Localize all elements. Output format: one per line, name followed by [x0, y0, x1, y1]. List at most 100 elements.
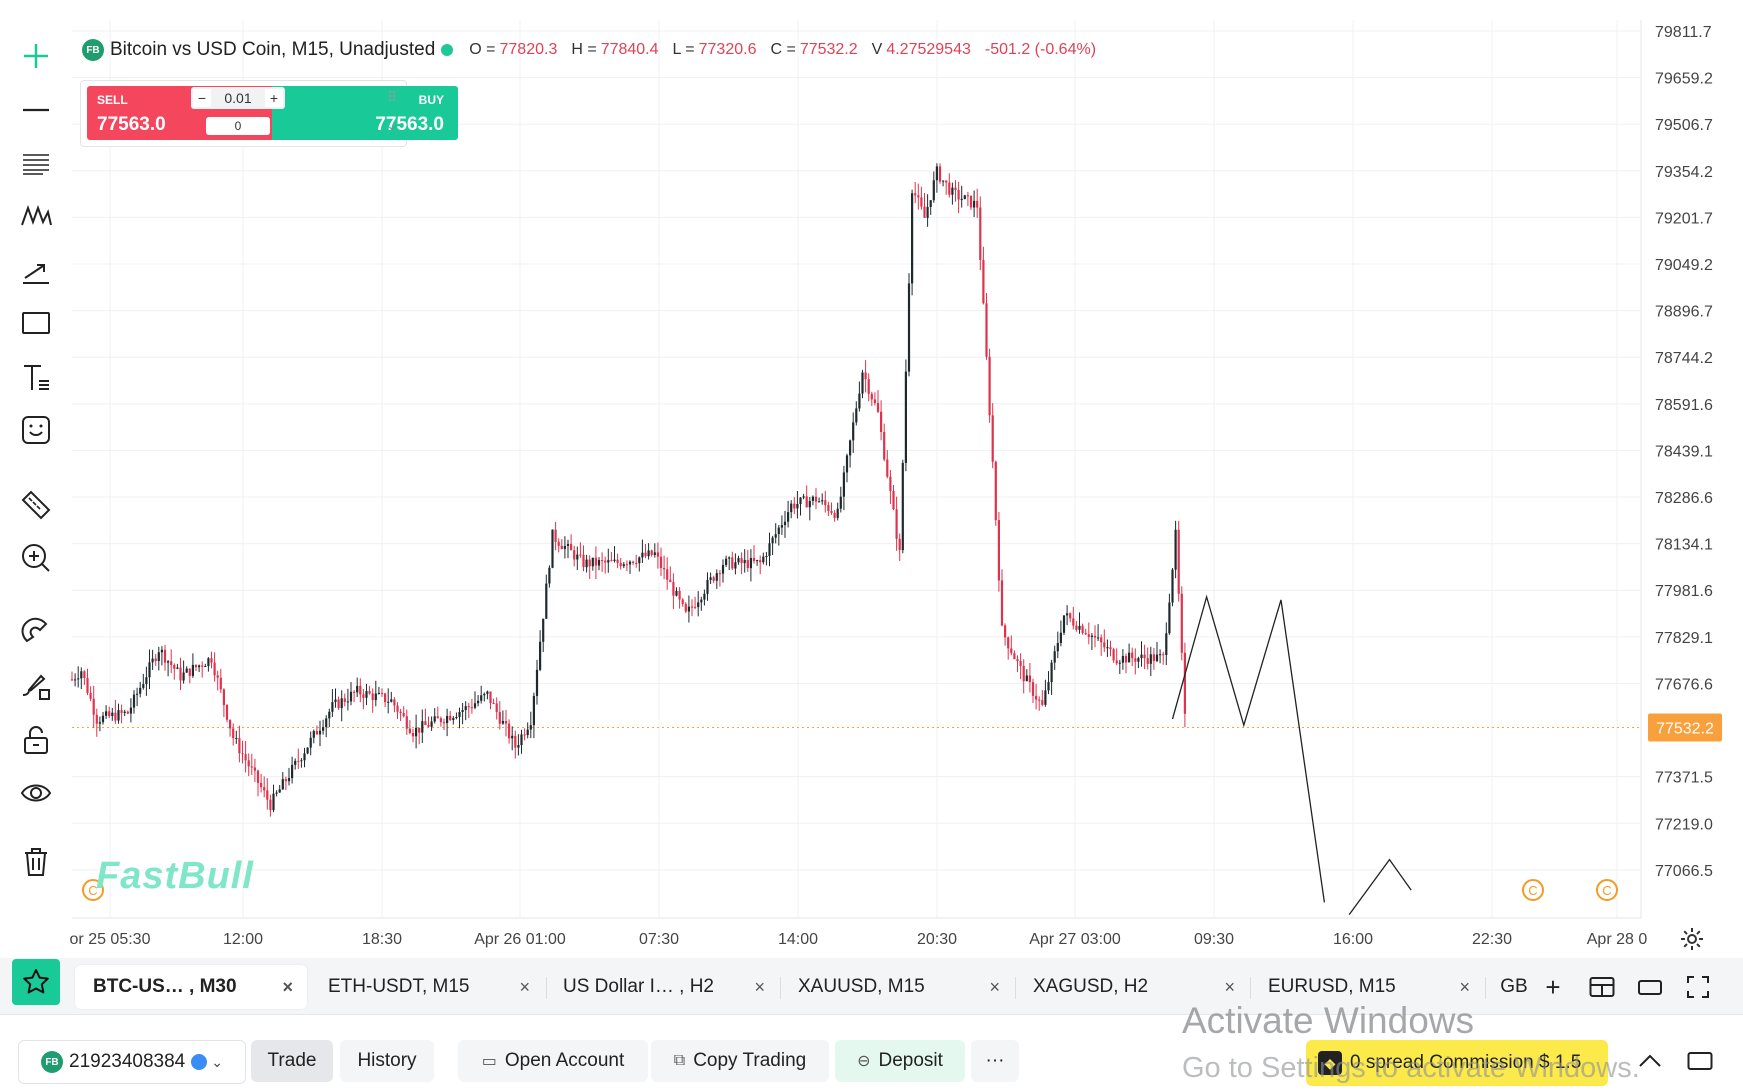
fullscreen-icon[interactable]	[1682, 970, 1714, 1004]
candle-up	[821, 500, 824, 502]
candle-down	[384, 693, 387, 703]
close-icon[interactable]: ×	[282, 976, 293, 997]
candle-down	[985, 303, 988, 357]
chart-title[interactable]: Bitcoin vs USD Coin, M15, Unadjusted	[110, 39, 436, 60]
candle-up	[331, 702, 334, 712]
y-axis-tick-label: 77219.0	[1655, 816, 1713, 833]
emoji-icon[interactable]	[14, 410, 58, 450]
candle-up	[105, 711, 108, 716]
candle-up	[129, 707, 132, 714]
candle-down	[1007, 637, 1010, 649]
trade-tab[interactable]: Trade	[251, 1040, 333, 1082]
account-selector[interactable]: FB 21923408384 ⌄	[18, 1040, 246, 1084]
magnet-icon[interactable]	[14, 612, 58, 652]
price-chart[interactable]: 79811.7 79659.2 79506.7 79354.2 79201.7 79049…	[0, 0, 1743, 958]
candle-down	[396, 705, 399, 712]
price-change: -501.2 (-0.64%)	[984, 41, 1097, 58]
close-icon[interactable]: ×	[1224, 976, 1235, 997]
y-axis-tick-label: 78286.6	[1655, 490, 1713, 507]
candle-up	[421, 721, 424, 733]
close-icon[interactable]: ×	[1459, 976, 1470, 997]
layout-split-icon[interactable]	[1586, 970, 1618, 1004]
tab-divider	[1485, 977, 1486, 999]
candle-down	[994, 461, 997, 521]
candle-down	[889, 476, 892, 491]
chevron-up-icon[interactable]	[1630, 1040, 1670, 1082]
tab-eurusd-m15[interactable]: EURUSD, M15 ×	[1250, 965, 1484, 1009]
candle-up	[340, 698, 343, 709]
candle-down	[870, 393, 873, 400]
candle-up	[849, 440, 852, 456]
close-icon[interactable]: ×	[519, 976, 530, 997]
candle-up	[855, 408, 858, 423]
candle-down	[362, 694, 365, 698]
candle-down	[805, 496, 808, 508]
tab-btc-usdc-m30[interactable]: BTC-US… , M30 ×	[75, 965, 307, 1009]
plus-icon[interactable]: +	[265, 89, 283, 107]
single-layout-icon[interactable]	[1634, 970, 1666, 1004]
candle-up	[749, 557, 752, 569]
zoom-in-icon[interactable]	[14, 538, 58, 578]
fib-retracement-icon[interactable]	[14, 143, 58, 183]
pattern-icon[interactable]	[14, 196, 58, 236]
chart-settings-gear-icon[interactable]	[1677, 924, 1707, 954]
candle-up	[768, 543, 771, 557]
tab-us-dollar-index-h2[interactable]: US Dollar I… , H2 ×	[545, 965, 779, 1009]
lot-size-value[interactable]: 0.01	[224, 90, 252, 106]
ruler-icon[interactable]	[14, 485, 58, 525]
candle-up	[929, 200, 932, 207]
drag-handle-icon[interactable]: ⠿	[387, 89, 398, 105]
tab-eth-usdt-m15[interactable]: ETH-USDT, M15 ×	[310, 965, 544, 1009]
language-selector[interactable]: GB	[1500, 976, 1528, 997]
candle-up	[198, 665, 201, 668]
candle-down	[229, 719, 232, 729]
candle-up	[774, 534, 777, 538]
close-icon[interactable]: ×	[754, 976, 765, 997]
minus-icon[interactable]: −	[193, 89, 211, 107]
deposit-button[interactable]: ⊖ Deposit	[835, 1040, 965, 1082]
candle-down	[954, 187, 957, 191]
text-icon[interactable]	[14, 357, 58, 397]
lot-size-stepper[interactable]: − 0.01 +	[191, 87, 285, 109]
candle-down	[988, 356, 991, 416]
candle-down	[504, 721, 508, 724]
unlock-icon[interactable]	[14, 720, 58, 760]
chevron-down-icon[interactable]: ⌄	[386, 117, 398, 133]
candle-down	[1084, 633, 1087, 635]
more-options-button[interactable]: ···	[971, 1040, 1019, 1082]
rectangle-icon[interactable]	[14, 303, 58, 343]
candle-up	[1047, 682, 1050, 691]
candle-up	[1053, 651, 1056, 663]
buy-button[interactable]: BUY 77563.0	[272, 86, 458, 140]
tab-xagusd-h2[interactable]: XAGUSD, H2 ×	[1015, 965, 1249, 1009]
trash-icon[interactable]	[14, 842, 58, 882]
panel-toggle-icon[interactable]	[1680, 1040, 1720, 1082]
horizontal-line-icon[interactable]	[14, 90, 58, 130]
candle-up	[566, 543, 570, 546]
candle-up	[529, 725, 532, 730]
chevron-down-icon: ⌄	[211, 1053, 223, 1070]
tab-xauusd-m15[interactable]: XAUUSD, M15 ×	[780, 965, 1014, 1009]
trend-arrow-icon[interactable]	[14, 250, 58, 290]
candle-down	[1038, 699, 1041, 701]
candle-down	[554, 529, 557, 542]
history-tab[interactable]: History	[340, 1040, 434, 1082]
copy-trading-button[interactable]: ⧉ Copy Trading	[651, 1040, 829, 1082]
open-account-button[interactable]: ▭ Open Account	[458, 1040, 648, 1082]
candle-up	[309, 737, 312, 748]
brush-lock-icon[interactable]	[14, 666, 58, 706]
crosshair-icon[interactable]	[14, 36, 58, 76]
favorites-star-icon[interactable]	[12, 959, 60, 1005]
candle-down	[210, 658, 213, 663]
close-icon[interactable]: ×	[989, 976, 1000, 997]
ohlc-open-value: 77820.3	[499, 41, 558, 58]
candle-down	[892, 490, 895, 510]
add-tab-icon[interactable]: +	[1545, 971, 1561, 1002]
candle-up	[160, 649, 163, 653]
candle-up	[963, 195, 966, 199]
candle-up	[628, 561, 632, 565]
tab-label: ETH-USDT, M15	[328, 976, 470, 997]
eye-icon[interactable]	[14, 773, 58, 813]
promo-banner[interactable]: ◆ 0 spread Commission $ 1.5	[1306, 1040, 1608, 1086]
candle-down	[1177, 529, 1180, 594]
